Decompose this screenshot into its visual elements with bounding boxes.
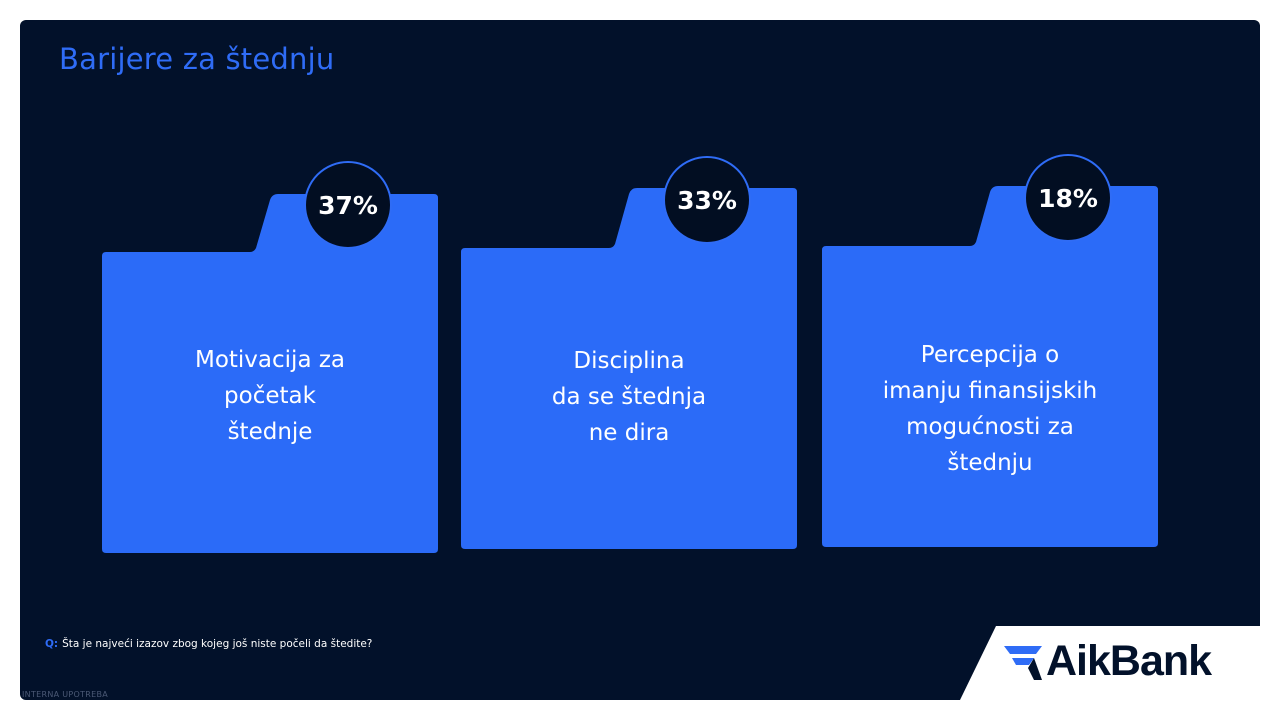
card-label: Motivacija za početak štednje xyxy=(194,347,346,445)
card-motivation: 37% Motivacija za početak štednje xyxy=(102,160,438,553)
survey-question: Q: Šta je najveći izazov zbog kojeg još n… xyxy=(45,638,372,650)
folder-shape xyxy=(461,188,797,549)
percent-badge: 33% xyxy=(663,156,751,244)
slide-title: Barijere za štednju xyxy=(59,42,335,76)
percent-badge: 18% xyxy=(1024,154,1112,242)
question-text: Šta je najveći izazov zbog kojeg još nis… xyxy=(62,638,373,650)
card-discipline: 33% Disciplina da se štednja ne dira xyxy=(461,156,797,549)
folder-shape xyxy=(822,186,1158,547)
folder-shape xyxy=(102,194,438,553)
card-label: Disciplina da se štednja ne dira xyxy=(551,348,707,446)
slide: Barijere za štednju 37% Motivacija za po… xyxy=(20,20,1260,700)
classification-label: INTERNA UPOTREBA xyxy=(22,690,109,699)
brand-name: AikBank xyxy=(1046,637,1212,685)
brand-logo: AikBank xyxy=(960,626,1260,700)
question-prefix: Q: xyxy=(45,638,59,650)
percent-badge: 37% xyxy=(304,161,392,249)
card-perception: 18% Percepcija o imanju finansijskih mog… xyxy=(822,154,1158,547)
aikbank-mark-icon xyxy=(1004,646,1042,680)
card-label: Percepcija o imanju finansijskih mogućno… xyxy=(882,342,1098,476)
logo-background xyxy=(960,626,1260,700)
